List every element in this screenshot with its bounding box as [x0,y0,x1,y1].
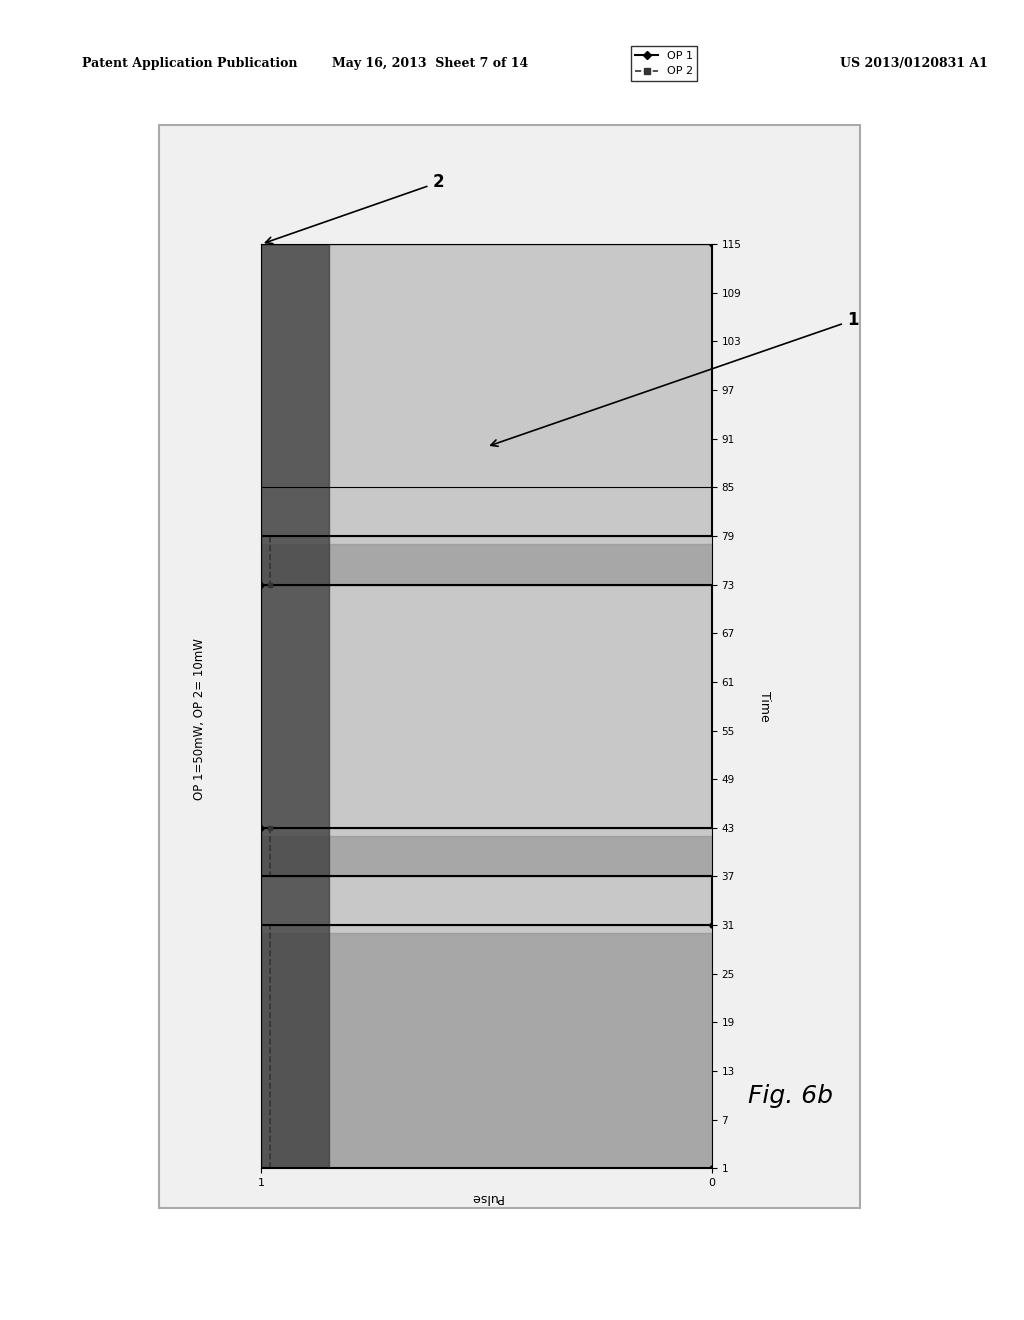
Text: Pulse: Pulse [470,1191,503,1204]
Text: US 2013/0120831 A1: US 2013/0120831 A1 [840,57,987,70]
Text: OP 1=50mW, OP 2= 10mW: OP 1=50mW, OP 2= 10mW [194,639,206,800]
Text: Patent Application Publication: Patent Application Publication [82,57,297,70]
Text: 2: 2 [265,173,444,244]
Text: Fig. 6b: Fig. 6b [748,1084,833,1107]
Text: May 16, 2013  Sheet 7 of 14: May 16, 2013 Sheet 7 of 14 [332,57,528,70]
Text: 1: 1 [490,312,858,446]
Legend: OP 1, OP 2: OP 1, OP 2 [631,46,697,81]
Y-axis label: Time: Time [758,690,771,722]
